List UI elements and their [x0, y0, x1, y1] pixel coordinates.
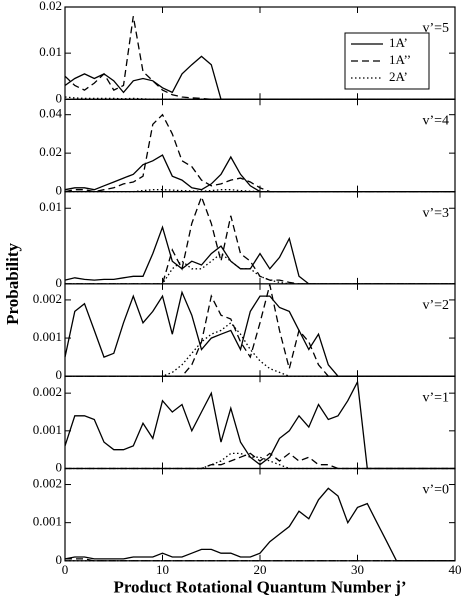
series-line: [64, 55, 455, 100]
y-tick-label: 0: [56, 459, 63, 474]
y-tick-label: 0.001: [33, 422, 62, 437]
x-tick-label: 30: [351, 562, 364, 577]
series-line: [64, 379, 455, 470]
y-tick-label: 0.001: [33, 329, 62, 344]
series-line: [64, 225, 455, 285]
legend-label: 2A’: [389, 69, 408, 84]
panel-label: v’=5: [422, 21, 449, 36]
y-tick-label: 0.002: [33, 291, 62, 306]
series-line: [64, 487, 455, 562]
panel-frame: [64, 375, 456, 470]
y-tick-label: 0.002: [33, 384, 62, 399]
series-line: [65, 252, 455, 285]
series-line: [65, 284, 455, 377]
y-tick-label: 0: [56, 90, 63, 105]
series-line: [64, 154, 455, 193]
series-line: [65, 195, 455, 285]
panel-label: v’=3: [422, 206, 449, 221]
y-tick-label: 0.02: [39, 144, 62, 159]
y-axis-title: Probability: [3, 242, 22, 324]
x-tick-label: 10: [156, 562, 169, 577]
x-tick-label: 20: [254, 562, 267, 577]
y-tick-label: 0.02: [39, 0, 62, 13]
series-line: [65, 452, 455, 470]
y-tick-label: 0: [56, 275, 63, 290]
legend-box: [344, 32, 430, 90]
panel-frame: [64, 467, 456, 562]
y-tick-label: 0.01: [39, 44, 62, 59]
y-tick-label: 0.01: [39, 199, 62, 214]
panel-frame: [64, 283, 456, 377]
series-line: [64, 16, 455, 100]
x-tick-label: 0: [62, 562, 69, 577]
legend-label: 1A’’: [389, 52, 411, 67]
panel-label: v’=2: [422, 298, 449, 313]
panel-label: v’=4: [422, 114, 449, 129]
y-tick-label: 0.001: [33, 514, 62, 529]
x-tick-label: 40: [449, 562, 462, 577]
series-line: [65, 321, 455, 377]
y-tick-label: 0: [56, 367, 63, 382]
x-axis-title: Product Rotational Quantum Number j’: [113, 578, 406, 597]
y-tick-label: 0: [56, 183, 63, 198]
panel-label: v’=1: [422, 390, 449, 405]
series-line: [64, 290, 455, 377]
panel-label: v’=0: [422, 483, 449, 498]
panel-frame: [64, 191, 456, 285]
y-tick-label: 0: [56, 552, 63, 567]
legend-label: 1A’: [389, 35, 408, 50]
y-tick-label: 0.04: [39, 106, 62, 121]
series-line: [64, 113, 455, 193]
y-tick-label: 0.002: [33, 476, 62, 491]
